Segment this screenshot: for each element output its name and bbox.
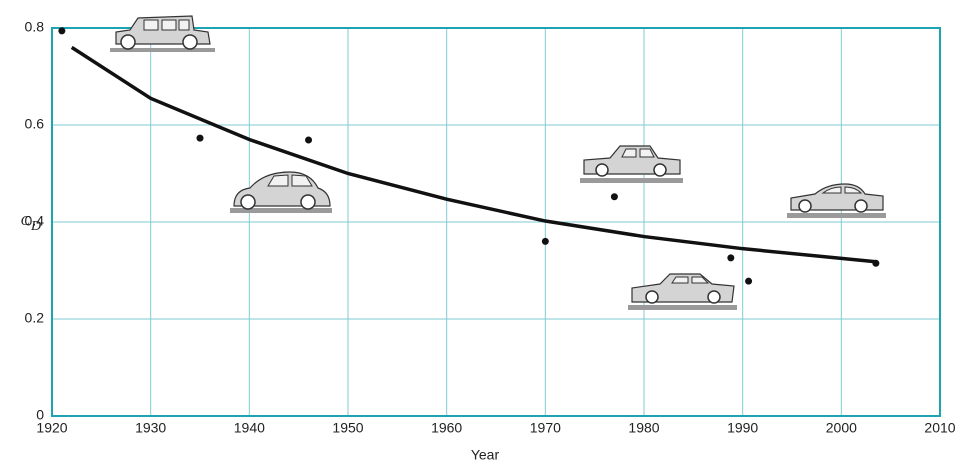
data-point — [58, 27, 66, 35]
data-point — [727, 254, 735, 262]
plot-frame — [51, 27, 941, 417]
y-tick-label: 0 — [36, 407, 44, 423]
data-point — [305, 136, 313, 144]
y-tick-label: 0.6 — [25, 116, 45, 132]
x-tick-label: 2010 — [924, 420, 955, 436]
car-1930s — [110, 15, 215, 52]
y-tick-label: 0.8 — [25, 19, 45, 35]
data-point — [541, 237, 549, 245]
data-point — [745, 277, 753, 285]
x-tick-label: 1970 — [530, 420, 561, 436]
y-axis-label: C — [21, 214, 31, 229]
x-tick-label: 1950 — [332, 420, 363, 436]
car-1970s — [580, 145, 683, 183]
x-tick-label: 1940 — [234, 420, 265, 436]
x-tick-label: 1990 — [727, 420, 758, 436]
x-tick-label: 1930 — [135, 420, 166, 436]
x-tick-label: 1920 — [36, 420, 67, 436]
data-point — [196, 134, 204, 142]
y-tick-label: 0.4 — [25, 213, 45, 229]
car-1980s — [628, 273, 737, 310]
x-tick-label: 2000 — [826, 420, 857, 436]
car-1940s — [230, 171, 332, 213]
x-axis-label: Year — [471, 447, 500, 463]
trend-line — [70, 45, 877, 264]
y-tick-label: 0.2 — [25, 310, 45, 326]
data-point — [610, 193, 618, 201]
y-axis-label-sub: D — [30, 219, 41, 234]
x-tick-label: 1960 — [431, 420, 462, 436]
car-2000s — [787, 183, 886, 218]
car-illustrations — [110, 15, 886, 310]
x-tick-label: 1980 — [628, 420, 659, 436]
